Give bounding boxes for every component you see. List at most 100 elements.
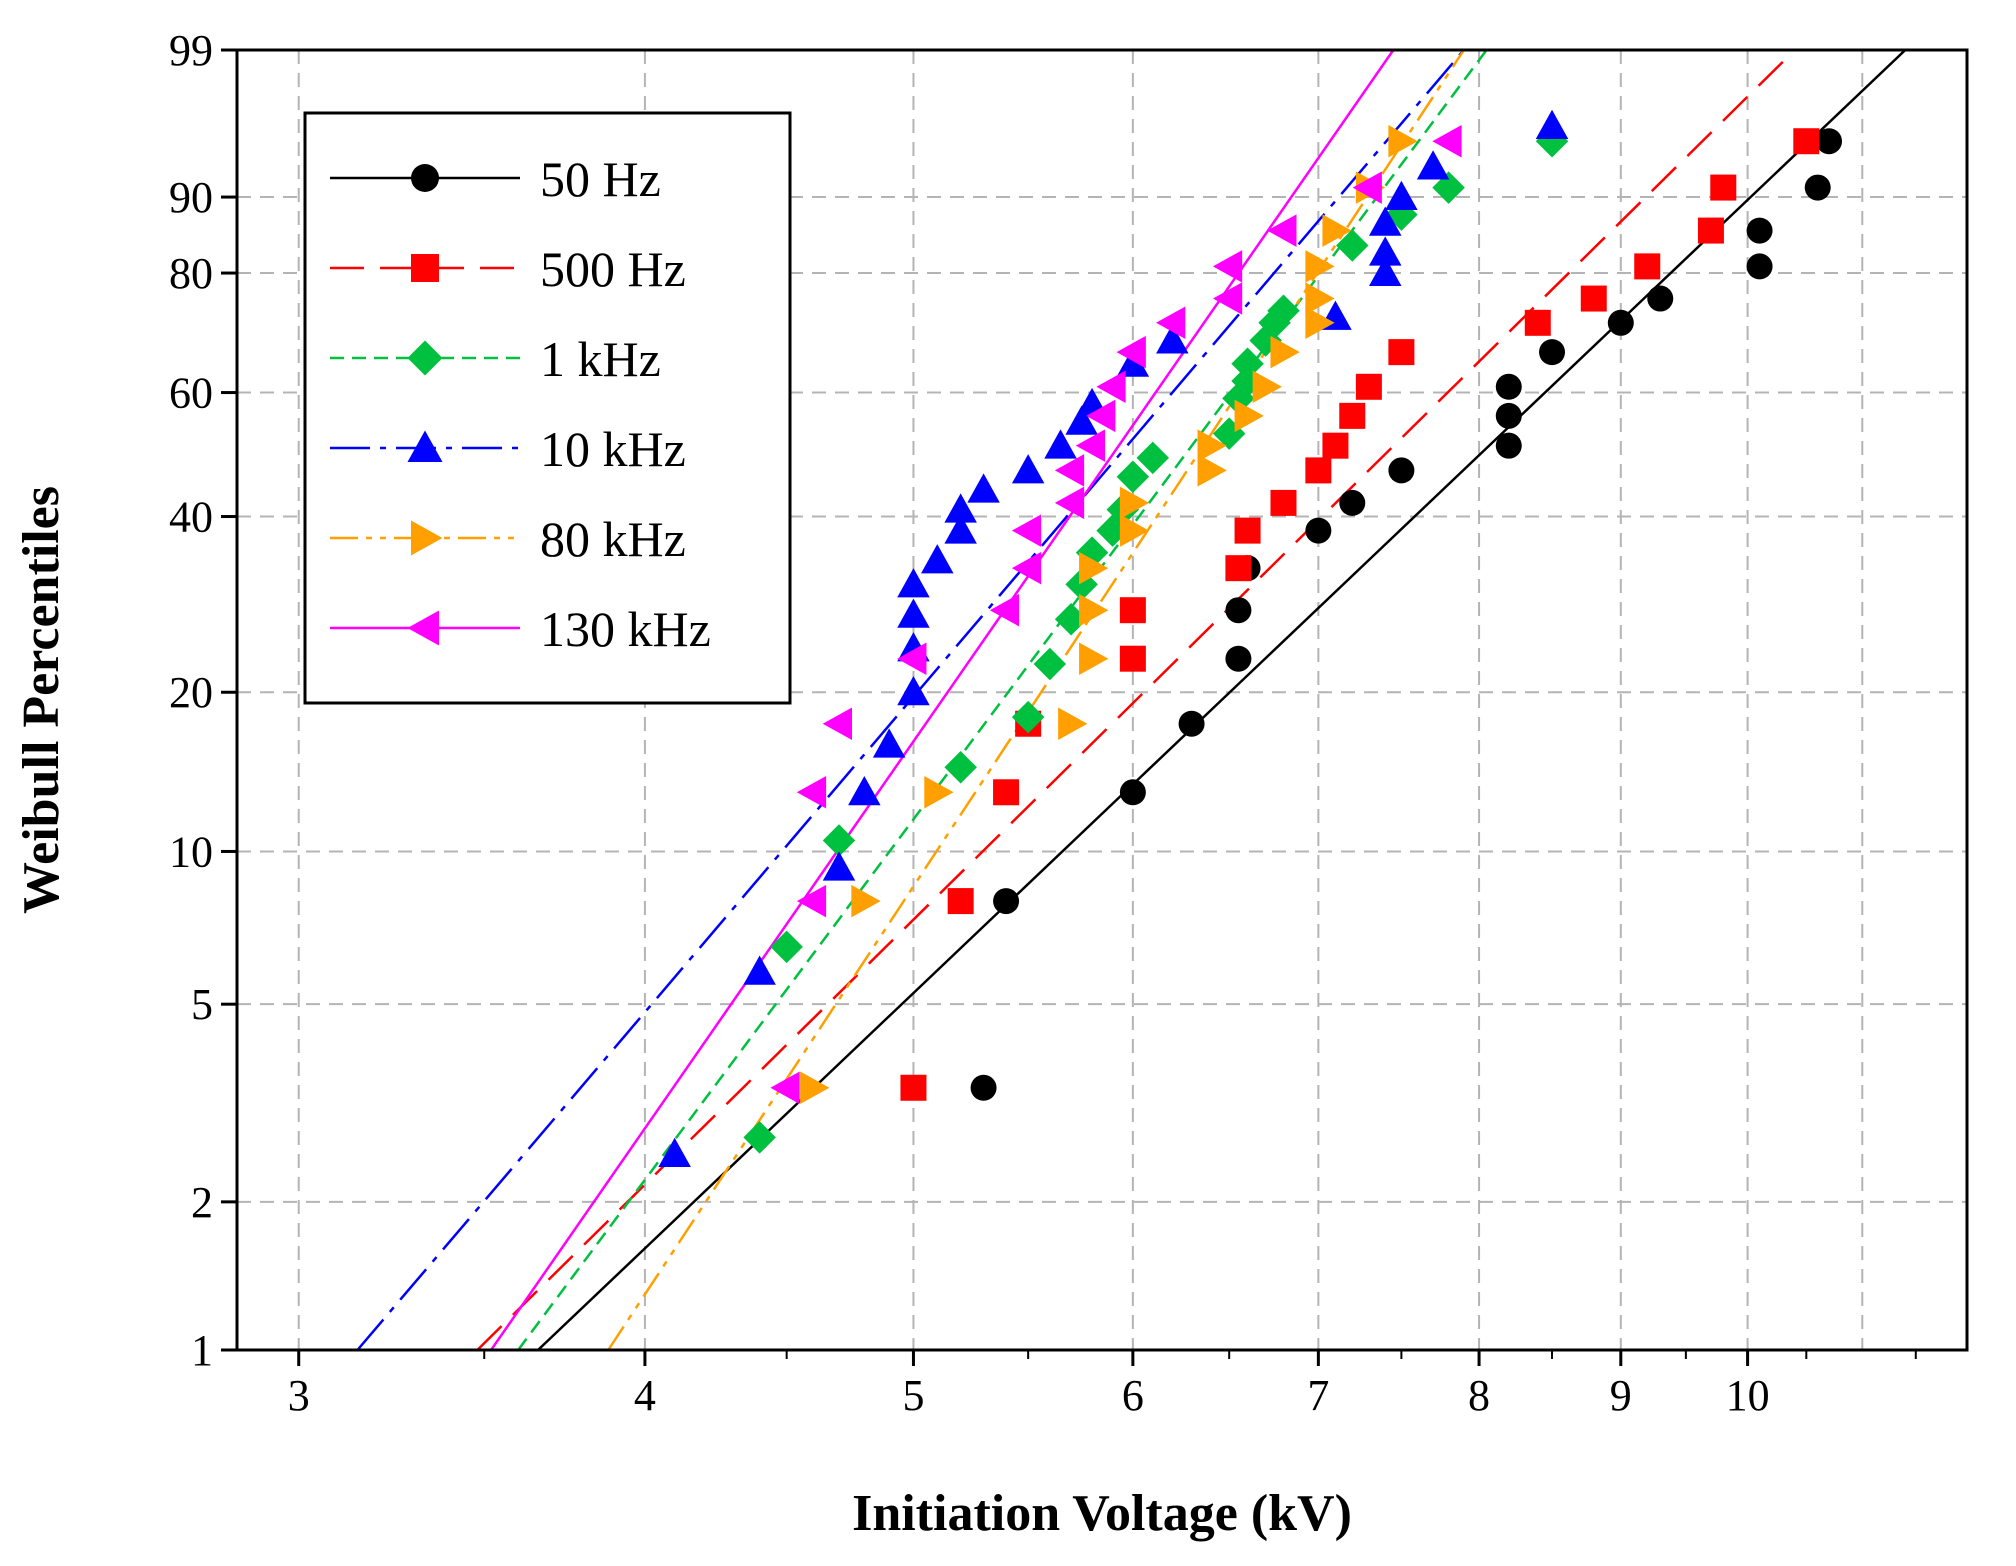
x-tick-label: 5 (902, 1371, 924, 1420)
point-500-hz (1388, 339, 1415, 366)
point-130-khz (1352, 171, 1382, 204)
point-1-khz (1011, 700, 1045, 734)
point-500-hz (1580, 285, 1607, 312)
legend-marker-80-khz (411, 520, 443, 556)
fit-line-500-hz (476, 49, 1796, 1351)
point-1-khz (743, 1121, 776, 1154)
point-130-khz (1096, 370, 1126, 404)
point-130-khz (1156, 306, 1186, 340)
point-500-hz (1234, 517, 1261, 544)
point-130-khz (1212, 250, 1243, 283)
point-500-hz (1710, 174, 1737, 201)
point-80-khz (1058, 707, 1088, 740)
point-80-khz (1119, 486, 1150, 520)
legend-label-1-khz: 1 kHz (540, 331, 661, 387)
point-130-khz (1212, 282, 1243, 315)
point-500-hz (1524, 309, 1551, 336)
point-10-khz (848, 776, 881, 806)
point-130-khz (1011, 514, 1042, 547)
point-80-khz (1252, 370, 1282, 404)
legend-label-500-hz: 500 Hz (540, 241, 686, 297)
point-80-khz (1234, 399, 1264, 433)
point-10-khz (944, 514, 977, 544)
point-50-hz (1495, 402, 1522, 429)
point-50-hz (1816, 128, 1843, 155)
point-130-khz (796, 776, 827, 809)
point-500-hz (1270, 489, 1297, 516)
point-50-hz (1339, 489, 1366, 516)
x-tick-label: 9 (1610, 1371, 1632, 1420)
point-10-khz (1535, 109, 1569, 139)
y-tick-label: 80 (169, 249, 213, 298)
point-500-hz (1119, 645, 1146, 672)
data-markers (658, 109, 1843, 1167)
point-130-khz (1075, 429, 1106, 462)
point-50-hz (1495, 373, 1522, 400)
point-80-khz (800, 1071, 830, 1105)
point-10-khz (1368, 236, 1402, 266)
point-500-hz (900, 1074, 927, 1101)
point-10-khz (1368, 256, 1402, 287)
point-10-khz (1011, 454, 1045, 484)
point-1-khz (1116, 460, 1150, 493)
legend-marker-50-hz (411, 164, 439, 192)
point-10-khz (921, 544, 954, 574)
legend-label-50-hz: 50 Hz (540, 151, 661, 207)
point-50-hz (1225, 597, 1252, 624)
point-10-khz (944, 493, 977, 523)
point-500-hz (1793, 128, 1820, 155)
point-80-khz (851, 884, 881, 918)
y-tick-label: 99 (169, 26, 213, 75)
point-10-khz (1065, 405, 1098, 435)
x-tick-label: 7 (1307, 1371, 1329, 1420)
fit-line-130-khz (490, 49, 1395, 1351)
point-130-khz (1011, 551, 1042, 585)
point-130-khz (1086, 399, 1116, 433)
point-50-hz (1746, 253, 1773, 280)
legend-label-10-khz: 10 kHz (540, 421, 686, 477)
point-50-hz (1495, 432, 1522, 459)
legend-label-80-khz: 80 kHz (540, 511, 686, 567)
point-1-khz (1336, 229, 1369, 262)
y-tick-label: 60 (169, 369, 213, 418)
point-130-khz (897, 642, 927, 675)
point-1-khz (944, 751, 977, 784)
point-500-hz (1634, 253, 1661, 280)
point-10-khz (872, 728, 906, 758)
point-80-khz (1388, 124, 1418, 158)
point-50-hz (1178, 710, 1205, 737)
point-10-khz (897, 598, 930, 628)
point-80-khz (1079, 551, 1109, 585)
point-130-khz (770, 1071, 800, 1105)
point-50-hz (1119, 779, 1146, 806)
point-80-khz (1270, 335, 1300, 369)
legend-box (303, 111, 792, 705)
point-500-hz (1119, 597, 1146, 624)
x-tick-label: 3 (288, 1371, 310, 1420)
point-10-khz (1416, 150, 1450, 180)
point-80-khz (1079, 642, 1109, 675)
point-1-khz (1267, 294, 1300, 328)
point-80-khz (1119, 514, 1150, 547)
y-tick-label: 1 (191, 1326, 213, 1375)
point-10-khz (1368, 206, 1402, 236)
legend: 50 Hz 500 Hz 1 kHz 10 kHz 80 kHz 130 kHz (303, 111, 792, 705)
point-10-khz (743, 955, 776, 985)
point-50-hz (993, 888, 1020, 915)
point-500-hz (1225, 555, 1252, 582)
point-10-khz (1116, 347, 1150, 377)
point-80-khz (1079, 593, 1109, 627)
y-axis-title: Weibull Percentiles (13, 486, 70, 914)
point-50-hz (970, 1074, 997, 1101)
legend-marker-500-hz (411, 254, 439, 282)
y-tick-label: 2 (191, 1178, 213, 1227)
point-1-khz (1136, 441, 1170, 475)
point-500-hz (1322, 432, 1349, 459)
point-130-khz (1432, 124, 1462, 158)
point-500-hz (1305, 457, 1332, 484)
point-130-khz (1116, 335, 1146, 369)
point-10-khz (658, 1137, 691, 1167)
y-tick-label: 40 (169, 493, 213, 542)
point-10-khz (1156, 324, 1189, 354)
point-130-khz (796, 884, 827, 918)
